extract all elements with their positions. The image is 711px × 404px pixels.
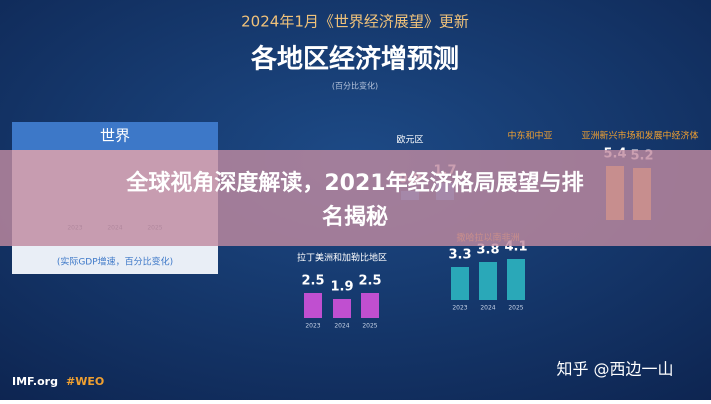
year-label: 2024 [334,323,349,330]
banner-line: 全球视角深度解读，2021年经济格局展望与排 [125,170,583,196]
value-label: 2.5 [358,274,381,289]
value-label: 3.8 [476,243,499,258]
year-label: 2023 [305,323,320,330]
panel-name: 世界 [100,127,130,145]
value-label: 1.9 [330,280,353,295]
bar [304,293,322,318]
year-label: 2025 [508,305,523,312]
banner-line: 名揭秘 [322,204,388,230]
note: (百分比变化) [332,81,378,91]
bar [361,293,379,318]
banner [0,150,711,246]
year-label: 2024 [480,305,495,312]
panel-name: 欧元区 [396,134,423,146]
bar [451,267,469,300]
title: 各地区经济增预测 [250,44,459,75]
world-header [12,122,218,150]
top-line: 2024年1月《世界经济展望》更新 [241,13,469,31]
panel-name: 中东和中亚 [507,130,552,142]
panel-name: 亚洲新兴市场和发展中经济体 [581,130,698,142]
footer-tag: #WEO [66,375,104,388]
value-label: 2.5 [301,274,324,289]
bar [333,299,351,318]
watermark: 知乎 @西边一山 [556,360,673,379]
footer-source: IMF.org [12,375,58,388]
year-label: 2023 [452,305,467,312]
bar [507,259,525,300]
bar [479,262,497,300]
panel-note: (实际GDP增速，百分比变化) [57,256,173,268]
year-label: 2025 [362,323,377,330]
panel-name: 拉丁美洲和加勒比地区 [297,252,387,264]
value-label: 3.3 [448,248,471,263]
